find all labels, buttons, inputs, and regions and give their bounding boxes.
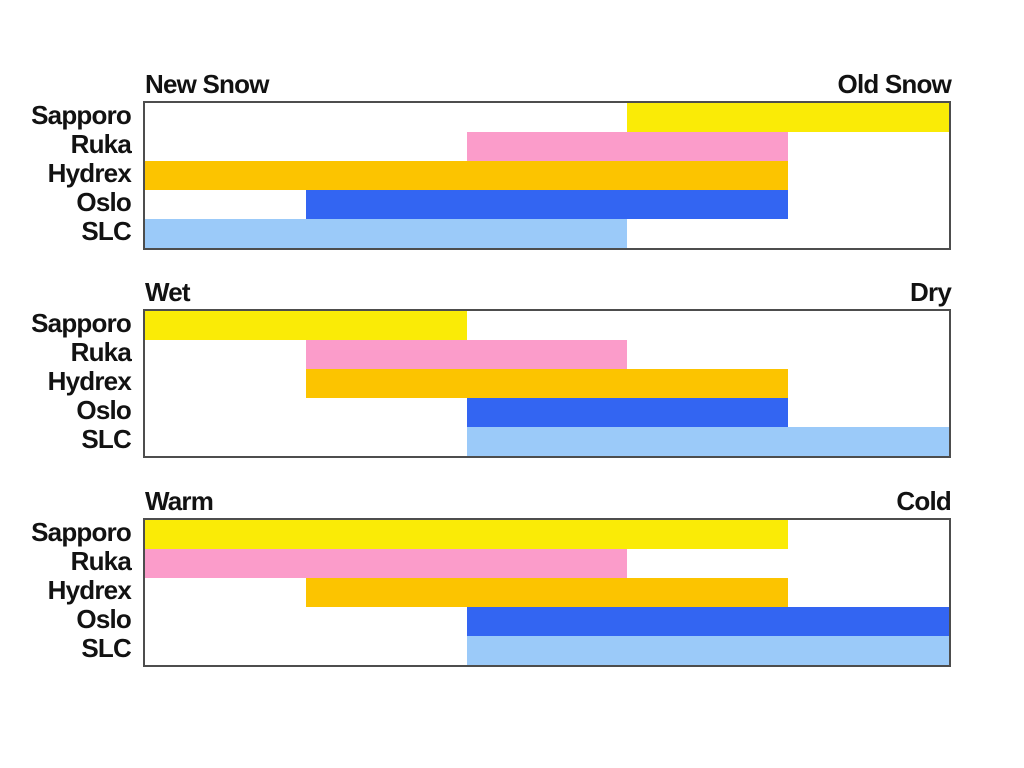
row-label-sapporo: Sapporo <box>31 517 132 547</box>
range-bar-oslo <box>466 398 789 427</box>
chart-row-ruka <box>145 549 949 578</box>
chart-row-slc <box>145 636 949 665</box>
axis-title-right: Dry <box>910 277 952 307</box>
axis-titles: New Snow Old Snow <box>145 68 952 99</box>
range-bar-sapporo <box>145 520 789 549</box>
chart-row-oslo <box>145 607 949 636</box>
row-label-hydrex: Hydrex <box>47 158 132 188</box>
range-bar-slc <box>466 427 949 456</box>
axis-title-left: New Snow <box>145 69 269 99</box>
panel-temperature: Warm Cold Sapporo Ruka Hydrex Oslo SLC <box>0 485 1024 670</box>
chart-row-sapporo <box>145 520 949 549</box>
row-label-slc: SLC <box>81 424 131 454</box>
chart-row-sapporo <box>145 311 949 340</box>
range-bar-hydrex <box>305 578 789 607</box>
row-label-ruka: Ruka <box>70 546 132 576</box>
axis-title-right: Cold <box>896 486 951 516</box>
row-label-hydrex: Hydrex <box>47 575 132 605</box>
range-bar-hydrex <box>145 161 789 190</box>
panel-snow-age: New Snow Old Snow Sapporo Ruka Hydrex Oslo S… <box>0 68 1024 253</box>
range-bar-ruka <box>466 132 789 161</box>
chart-row-hydrex <box>145 369 949 398</box>
category-labels: Sapporo Ruka Hydrex Oslo SLC <box>0 518 137 667</box>
range-bar-slc <box>145 219 628 248</box>
chart-row-hydrex <box>145 161 949 190</box>
row-label-ruka: Ruka <box>70 129 132 159</box>
row-label-oslo: Oslo <box>76 187 131 217</box>
bar-rows <box>145 103 949 248</box>
category-labels: Sapporo Ruka Hydrex Oslo SLC <box>0 101 137 250</box>
range-bar-sapporo <box>145 311 467 340</box>
category-labels: Sapporo Ruka Hydrex Oslo SLC <box>0 309 137 458</box>
plot-area <box>143 518 951 667</box>
plot-area <box>143 309 951 458</box>
axis-title-right: Old Snow <box>837 69 952 99</box>
row-label-slc: SLC <box>81 633 131 663</box>
axis-titles: Warm Cold <box>145 485 952 516</box>
row-label-oslo: Oslo <box>76 604 131 634</box>
axis-titles: Wet Dry <box>145 276 952 307</box>
range-bar-ruka <box>145 549 628 578</box>
chart-row-ruka <box>145 132 949 161</box>
row-label-hydrex: Hydrex <box>47 366 132 396</box>
range-bar-ruka <box>305 340 628 369</box>
row-label-sapporo: Sapporo <box>31 308 132 338</box>
chart-row-hydrex <box>145 578 949 607</box>
plot-area <box>143 101 951 250</box>
row-label-ruka: Ruka <box>70 337 132 367</box>
row-label-oslo: Oslo <box>76 395 131 425</box>
row-label-sapporo: Sapporo <box>31 100 132 130</box>
chart-row-oslo <box>145 190 949 219</box>
range-bar-hydrex <box>305 369 789 398</box>
chart-row-slc <box>145 219 949 248</box>
range-bar-oslo <box>466 607 949 636</box>
chart-row-ruka <box>145 340 949 369</box>
bar-rows <box>145 311 949 456</box>
panel-moisture: Wet Dry Sapporo Ruka Hydrex Oslo SLC <box>0 276 1024 461</box>
range-bar-oslo <box>305 190 789 219</box>
axis-title-left: Warm <box>145 486 214 516</box>
chart-row-sapporo <box>145 103 949 132</box>
range-bar-sapporo <box>627 103 949 132</box>
bar-rows <box>145 520 949 665</box>
chart-row-oslo <box>145 398 949 427</box>
chart-row-slc <box>145 427 949 456</box>
axis-title-left: Wet <box>145 277 191 307</box>
range-bar-slc <box>466 636 949 665</box>
row-label-slc: SLC <box>81 216 131 246</box>
